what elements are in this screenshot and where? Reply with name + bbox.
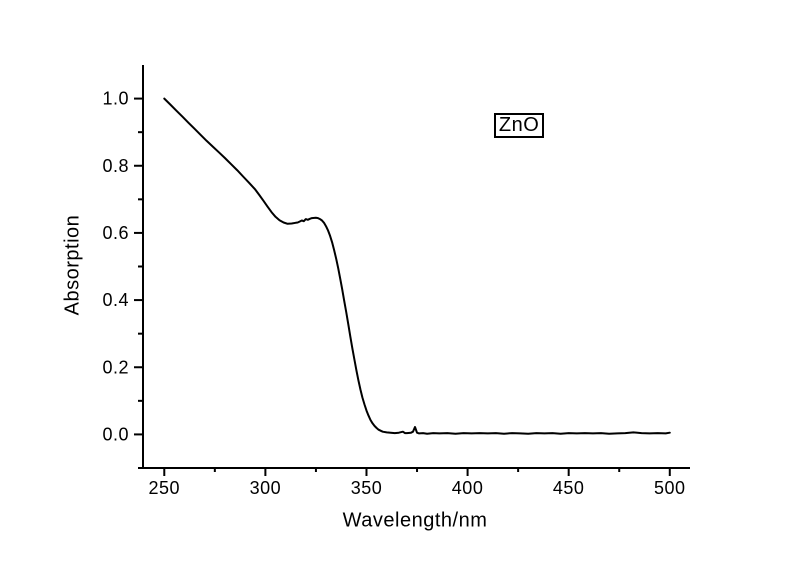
x-tick-label: 250 bbox=[149, 478, 181, 498]
x-tick-label: 350 bbox=[351, 478, 383, 498]
sample-annotation: ZnO bbox=[493, 113, 545, 139]
y-tick-label: 0.4 bbox=[102, 290, 129, 310]
x-tick-label: 450 bbox=[553, 478, 585, 498]
x-tick-label: 300 bbox=[250, 478, 282, 498]
y-tick-label: 0.2 bbox=[102, 357, 129, 377]
x-tick-label: 400 bbox=[452, 478, 484, 498]
x-tick-label: 500 bbox=[654, 478, 686, 498]
spectrum-curve bbox=[163, 97, 671, 435]
x-axis-label: Wavelength/nm bbox=[342, 509, 488, 532]
y-tick-label: 0.8 bbox=[102, 156, 129, 176]
y-tick-label: 0.0 bbox=[102, 424, 129, 444]
y-tick-label: 1.0 bbox=[102, 89, 129, 109]
y-tick-label: 0.6 bbox=[102, 223, 129, 243]
y-axis-label: Absorption bbox=[61, 214, 84, 316]
